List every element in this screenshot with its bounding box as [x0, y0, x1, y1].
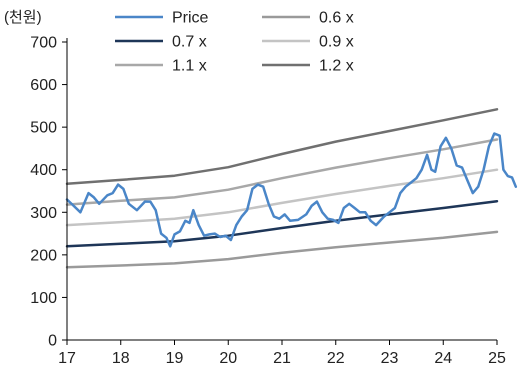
legend-item-2: 0.7 x	[115, 34, 207, 51]
x-tick-label: 22	[327, 350, 345, 367]
x-tick-label: 19	[166, 350, 184, 367]
legend-label: 1.2 x	[319, 58, 354, 75]
y-tick-label: 100	[30, 290, 57, 307]
series-line-0	[65, 132, 518, 248]
legend-item-1: 0.6 x	[262, 10, 354, 27]
legend-item-3: 0.9 x	[262, 34, 354, 51]
y-axis-unit-label: (천원)	[4, 9, 42, 26]
x-tick-label: 24	[434, 350, 452, 367]
legend-label: 0.9 x	[319, 34, 354, 51]
x-tick-label: 23	[381, 350, 399, 367]
legend-label: 0.7 x	[172, 34, 207, 51]
y-tick-label: 600	[30, 77, 57, 94]
legend-item-4: 1.1 x	[115, 58, 207, 75]
y-tick-label: 700	[30, 35, 57, 52]
y-tick-label: 200	[30, 247, 57, 264]
x-tick-label: 17	[58, 350, 76, 367]
x-tick-label: 20	[219, 350, 237, 367]
legend-item-0: Price	[115, 10, 209, 27]
series-layer	[65, 108, 518, 269]
series-line-2	[65, 199, 499, 248]
series-line-1	[65, 230, 499, 269]
axes-layer: 0 100 200 300 400 500 600 700 17 18 19 20 21 22 23 24 25	[30, 35, 506, 368]
x-tick-label: 25	[488, 350, 506, 367]
legend-item-5: 1.2 x	[262, 58, 354, 75]
y-tick-label: 0	[48, 333, 57, 350]
legend-label: 0.6 x	[319, 10, 354, 27]
y-tick-label: 300	[30, 205, 57, 222]
x-tick-label: 18	[112, 350, 130, 367]
x-tick-label: 21	[273, 350, 291, 367]
legend: Price 0.6 x 0.7 x 0.9 x 1.1 x 1.2 x	[115, 10, 354, 75]
y-tick-label: 400	[30, 162, 57, 179]
series-line-5	[65, 108, 499, 186]
legend-label: 1.1 x	[172, 58, 207, 75]
y-tick-label: 500	[30, 120, 57, 137]
series-line-3	[65, 168, 499, 227]
series-line-4	[65, 138, 499, 206]
legend-label: Price	[172, 10, 209, 27]
